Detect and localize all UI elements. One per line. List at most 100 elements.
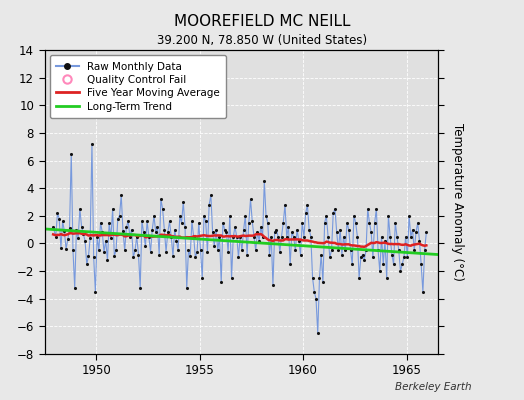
- Point: [248, 218, 256, 224]
- Point: [321, 220, 329, 226]
- Point: [90, 254, 98, 260]
- Point: [377, 233, 386, 240]
- Point: [395, 247, 403, 254]
- Point: [391, 220, 399, 226]
- Point: [163, 229, 172, 236]
- Text: 39.200 N, 78.850 W (United States): 39.200 N, 78.850 W (United States): [157, 34, 367, 47]
- Point: [282, 233, 291, 240]
- Point: [148, 226, 157, 233]
- Point: [312, 296, 320, 302]
- Point: [243, 251, 252, 258]
- Point: [333, 229, 341, 236]
- Point: [214, 247, 222, 254]
- Point: [143, 218, 151, 224]
- Point: [315, 275, 324, 281]
- Point: [353, 233, 362, 240]
- Point: [270, 229, 279, 236]
- Point: [150, 213, 158, 219]
- Point: [246, 196, 255, 202]
- Point: [119, 228, 127, 234]
- Point: [72, 226, 81, 233]
- Point: [393, 233, 401, 240]
- Point: [264, 220, 272, 226]
- Point: [289, 233, 298, 240]
- Point: [319, 279, 327, 285]
- Point: [236, 233, 244, 240]
- Point: [83, 261, 91, 267]
- Point: [288, 229, 296, 236]
- Point: [215, 233, 224, 240]
- Point: [398, 261, 407, 267]
- Point: [224, 248, 232, 255]
- Point: [262, 213, 270, 219]
- Point: [362, 247, 370, 254]
- Point: [134, 251, 143, 258]
- Point: [202, 218, 210, 224]
- Point: [158, 206, 167, 212]
- Point: [322, 213, 331, 219]
- Point: [102, 238, 110, 244]
- Point: [176, 213, 184, 219]
- Point: [317, 251, 325, 258]
- Point: [131, 247, 139, 254]
- Point: [59, 218, 67, 224]
- Point: [265, 251, 274, 258]
- Point: [115, 213, 124, 219]
- Point: [410, 247, 419, 254]
- Point: [252, 247, 260, 254]
- Point: [139, 229, 148, 236]
- Point: [103, 257, 112, 263]
- Point: [405, 213, 413, 219]
- Point: [209, 229, 217, 236]
- Point: [62, 246, 70, 252]
- Point: [53, 210, 62, 216]
- Point: [95, 247, 103, 254]
- Point: [336, 226, 344, 233]
- Point: [365, 220, 374, 226]
- Point: [357, 254, 365, 260]
- Point: [71, 284, 79, 291]
- Point: [307, 233, 315, 240]
- Point: [396, 268, 405, 274]
- Point: [206, 192, 215, 198]
- Point: [170, 226, 179, 233]
- Text: MOOREFIELD MC NEILL: MOOREFIELD MC NEILL: [174, 14, 350, 29]
- Point: [279, 220, 288, 226]
- Point: [412, 229, 420, 236]
- Point: [367, 229, 375, 236]
- Point: [222, 229, 231, 236]
- Point: [417, 261, 425, 267]
- Point: [217, 279, 225, 285]
- Point: [67, 150, 75, 157]
- Point: [372, 206, 380, 212]
- Y-axis label: Temperature Anomaly (°C): Temperature Anomaly (°C): [452, 123, 464, 281]
- Point: [374, 247, 383, 254]
- Point: [196, 247, 205, 254]
- Point: [389, 261, 398, 267]
- Point: [167, 233, 176, 240]
- Point: [66, 225, 74, 232]
- Point: [86, 235, 94, 241]
- Point: [343, 220, 351, 226]
- Point: [301, 210, 310, 216]
- Point: [294, 238, 303, 244]
- Point: [203, 248, 212, 255]
- Point: [49, 224, 57, 230]
- Point: [226, 213, 234, 219]
- Point: [355, 275, 363, 281]
- Point: [198, 275, 206, 281]
- Point: [117, 192, 125, 198]
- Point: [325, 254, 334, 260]
- Point: [407, 233, 415, 240]
- Point: [157, 196, 165, 202]
- Point: [310, 289, 319, 295]
- Point: [166, 218, 174, 224]
- Point: [388, 251, 396, 258]
- Point: [51, 233, 60, 240]
- Point: [126, 233, 134, 240]
- Point: [329, 210, 337, 216]
- Point: [74, 235, 82, 241]
- Point: [234, 254, 243, 260]
- Point: [337, 251, 346, 258]
- Point: [60, 228, 69, 234]
